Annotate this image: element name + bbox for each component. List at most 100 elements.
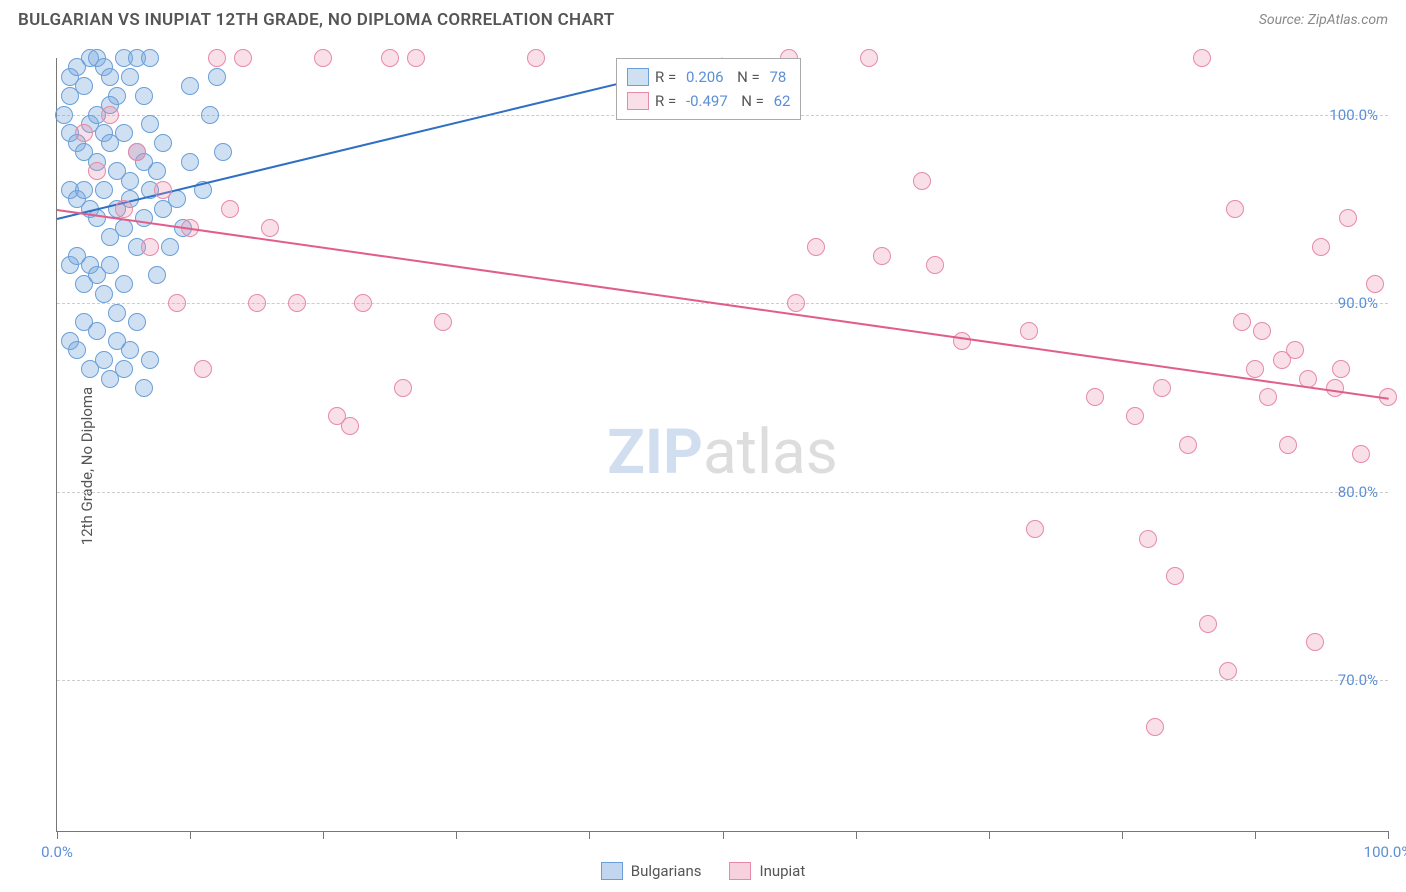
x-tick <box>190 831 191 839</box>
data-point <box>1020 322 1038 340</box>
correlation-row: R = 0.206 N = 78 <box>627 65 790 89</box>
data-point <box>807 238 825 256</box>
data-point <box>135 379 153 397</box>
data-point <box>154 134 172 152</box>
legend-item: Bulgarians <box>601 862 702 880</box>
data-point <box>95 285 113 303</box>
data-point <box>121 68 139 86</box>
correlation-row: R = -0.497 N = 62 <box>627 89 790 113</box>
r-value: 0.206 <box>686 65 724 89</box>
y-tick-label: 100.0% <box>1329 106 1378 124</box>
x-tick <box>1388 831 1389 839</box>
data-point <box>1193 49 1211 67</box>
data-point <box>194 360 212 378</box>
data-point <box>1279 436 1297 454</box>
data-point <box>1339 209 1357 227</box>
data-point <box>148 162 166 180</box>
data-point <box>75 77 93 95</box>
data-point <box>181 153 199 171</box>
data-point <box>115 275 133 293</box>
data-point <box>860 49 878 67</box>
data-point <box>953 332 971 350</box>
n-value: 78 <box>769 65 786 89</box>
data-point <box>1219 662 1237 680</box>
data-point <box>394 379 412 397</box>
legend-swatch <box>627 92 649 110</box>
data-point <box>221 200 239 218</box>
data-point <box>407 49 425 67</box>
data-point <box>1312 238 1330 256</box>
chart-header: BULGARIAN VS INUPIAT 12TH GRADE, NO DIPL… <box>0 0 1406 38</box>
data-point <box>1166 567 1184 585</box>
data-point <box>214 143 232 161</box>
data-point <box>201 106 219 124</box>
legend-label: Inupiat <box>759 862 805 880</box>
legend-label: Bulgarians <box>631 862 702 880</box>
watermark: ZIPatlas <box>607 415 838 488</box>
data-point <box>101 68 119 86</box>
n-value: 62 <box>774 89 791 113</box>
x-tick <box>323 831 324 839</box>
data-point <box>154 181 172 199</box>
plot-area: ZIPatlas 70.0%80.0%90.0%100.0%0.0%100.0%… <box>56 58 1388 832</box>
data-point <box>248 294 266 312</box>
data-point <box>1226 200 1244 218</box>
data-point <box>161 238 179 256</box>
x-tick <box>723 831 724 839</box>
data-point <box>88 162 106 180</box>
data-point <box>208 49 226 67</box>
data-point <box>314 49 332 67</box>
data-point <box>1259 388 1277 406</box>
data-point <box>88 322 106 340</box>
data-point <box>1179 436 1197 454</box>
data-point <box>135 209 153 227</box>
y-tick-label: 90.0% <box>1338 294 1378 312</box>
data-point <box>341 417 359 435</box>
gridline <box>57 680 1388 681</box>
data-point <box>101 106 119 124</box>
data-point <box>128 143 146 161</box>
data-point <box>261 219 279 237</box>
data-point <box>381 49 399 67</box>
gridline <box>57 492 1388 493</box>
data-point <box>141 115 159 133</box>
data-point <box>141 49 159 67</box>
data-point <box>141 238 159 256</box>
data-point <box>141 351 159 369</box>
data-point <box>354 294 372 312</box>
n-label: N = <box>734 89 768 113</box>
r-label: R = <box>655 65 680 89</box>
data-point <box>68 341 86 359</box>
data-point <box>75 124 93 142</box>
data-point <box>135 87 153 105</box>
data-point <box>95 181 113 199</box>
data-point <box>1352 445 1370 463</box>
data-point <box>1246 360 1264 378</box>
data-point <box>1139 530 1157 548</box>
data-point <box>234 49 252 67</box>
data-point <box>1326 379 1344 397</box>
data-point <box>1126 407 1144 425</box>
data-point <box>88 209 106 227</box>
data-point <box>208 68 226 86</box>
data-point <box>288 294 306 312</box>
data-point <box>1026 520 1044 538</box>
data-point <box>108 304 126 322</box>
y-tick-label: 80.0% <box>1338 483 1378 501</box>
data-point <box>926 256 944 274</box>
data-point <box>1306 633 1324 651</box>
chart-area: 12th Grade, No Diploma ZIPatlas 70.0%80.… <box>0 40 1406 892</box>
chart-source: Source: ZipAtlas.com <box>1259 12 1388 28</box>
data-point <box>101 256 119 274</box>
x-tick <box>589 831 590 839</box>
data-point <box>1233 313 1251 331</box>
data-point <box>1146 718 1164 736</box>
x-tick <box>57 831 58 839</box>
x-tick <box>1122 831 1123 839</box>
data-point <box>1286 341 1304 359</box>
n-label: N = <box>730 65 764 89</box>
x-tick <box>1255 831 1256 839</box>
data-point <box>1199 615 1217 633</box>
data-point <box>1253 322 1271 340</box>
data-point <box>913 172 931 190</box>
